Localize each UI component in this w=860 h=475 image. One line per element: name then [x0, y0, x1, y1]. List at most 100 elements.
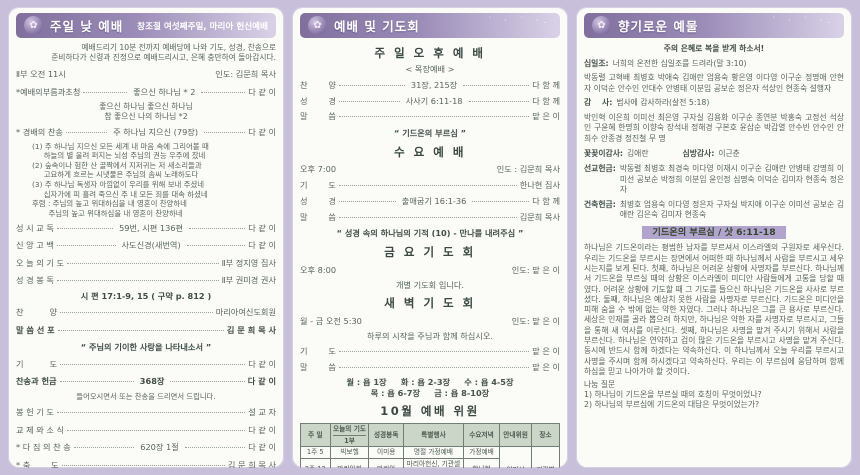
row-value: 김 문 희 목 사 [226, 324, 276, 335]
row-value: 다 같 이 [248, 222, 276, 233]
row-value: 다 같 이 [247, 376, 277, 387]
line: 예배드리기 10분 전까지 예배당에 나와 기도, 성경, 찬송으로 [81, 43, 276, 52]
liturgy-row: 성 경 봉 독 Ⅱ부 권미경 권사 [16, 275, 276, 286]
row-label: 신 앙 고 백 [16, 240, 54, 251]
time-leader-row: 오후 7:00 인도 : 김문희 목사 [300, 164, 560, 175]
column-header-top: 오늘의 기도 [332, 425, 367, 436]
column-header: 안내위원 [499, 423, 533, 448]
flower-icon: ✿ [592, 16, 611, 35]
place-cell: 기관별(맡은장소) [531, 446, 560, 468]
liturgy-row: 찬 양 마리아여신도회원 [16, 307, 276, 318]
center-text: 하루의 시작을 주님과 함께 하십시오. [366, 330, 493, 341]
center-text: 시 편 17:1-9, 15 ( 구약 p. 812 ) [80, 291, 212, 302]
table-cell: 한나현 [462, 458, 501, 468]
row-value: 인도: 맡 은 이 [511, 264, 560, 275]
row-value: 다 같 이 [248, 86, 277, 97]
line: 좋으신 하나님 좋으신 하나님 [99, 101, 193, 111]
panel-title: 향기로운 예물 [618, 19, 699, 34]
liturgy-row: 찬송과 헌금 368장 다 같 이 [16, 376, 276, 387]
offering-detail: 범사에 감사하라(살전 5:18) [616, 98, 710, 108]
row-label: 찬 양 [300, 79, 336, 90]
row-center: 출애굽기 16:1-36 [401, 196, 467, 206]
row-value: Ⅱ부 정지영 집사 [221, 257, 276, 268]
panel-header: ✿ 주일 낮 예배 창조절 여섯째주일, 마리아 헌신예배 [16, 13, 276, 38]
row-value: 다 같 이 [248, 240, 277, 251]
dotted-leader [338, 100, 400, 102]
row-label: 말 씀 선 포 [16, 324, 55, 335]
row-label: 봉 헌 기 도 [16, 407, 54, 418]
row-value: 다 함 께 [532, 95, 561, 106]
sermon-paragraph: 하나님은 기드온이라는 평범한 남자를 부르셔서 이스라엘의 구원자로 세우신다… [584, 243, 844, 376]
line: (2) 숲속이나 험한 산 골짝에서 지저귀는 저 새소리들과 [32, 160, 202, 170]
dotted-leader [189, 227, 246, 229]
table-header-row: 주 일 오늘의 기도 1부 성경봉독 특별행사 수요저녁 안내위원 장소 [300, 423, 560, 448]
row-value: 한나현 집사 [519, 180, 560, 191]
sharing-questions: 나눔 질문 1) 하나님이 기드온을 부르실 때의 호칭이 무엇이었나? 2) 하나… [584, 380, 844, 410]
section-title: 새 벽 기 도 회 [384, 296, 476, 311]
row-label: 기 도 [300, 180, 336, 191]
offering-category-label: 감 사: [584, 98, 613, 108]
dotted-leader [67, 429, 246, 431]
line: 고요하게 흐르는 시냇물은 주님의 솜씨 노래하도다 [32, 170, 199, 180]
table-cell: 마리아헌신, 기관셀모임 [402, 458, 464, 468]
row-label: * 다 짐 의 찬 송 [16, 442, 71, 453]
dotted-leader [170, 381, 245, 383]
offering-category-line: 건축헌금: 최병호 엄용숙 이다영 정은자 구자실 박지애 이구순 이미선 공보순… [584, 200, 844, 220]
row-center: 31장, 215장 [410, 79, 458, 90]
sermon-title-quote: “ 성경 속의 하나님의 기적 (10) - 만나를 내려주심 ” [336, 228, 524, 239]
instruction-note: 들어오시면서 또는 찬송을 드리면서 드립니다. [76, 392, 216, 402]
offering-category-label: 꽃꽂이감사: [584, 148, 623, 158]
dotted-leader [57, 329, 224, 331]
liturgy-row: * 축 도 김 문 희 목 사 [16, 460, 276, 468]
offering-category-label: 선교헌금: [584, 164, 616, 174]
row-label: 말 씀 [300, 362, 336, 373]
row-label: 말 씀 [300, 211, 336, 222]
section-title: 금 요 기 도 회 [384, 245, 476, 260]
row-value: 다 함 께 [532, 79, 560, 90]
liturgy-row: * 경배의 찬송 주 하나님 지으신 (79장) 다 같 이 [16, 127, 276, 138]
dotted-leader [338, 201, 396, 202]
table-cell: 1주 5 [300, 446, 331, 460]
sermon-title-quote: “ 기드온의 부르심 ” [393, 127, 467, 138]
offering-pair-item: 심방감사: 이근춘 [682, 148, 740, 158]
sermon-title-quote: “ 주님의 기이한 사랑을 나타내소서 ” [80, 341, 212, 352]
line: 준비하다가 신령과 진정으로 예배드리시고, 은혜 충만하여 돌아갑시다. [51, 53, 276, 62]
offering-category-label: 심방감사: [682, 148, 715, 158]
row-center: 59번, 시편 136편 [119, 222, 184, 233]
liturgy-row: * 다 짐 의 찬 송 620장 1절 다 같 이 [16, 442, 276, 453]
dotted-leader [60, 312, 213, 314]
table-row: 2주 12마리아회마리아마리아헌신, 기관셀모임한나현 [300, 458, 560, 468]
row-label: 성 경 봉 독 [16, 275, 54, 286]
dotted-leader [338, 185, 517, 187]
hymn-refrain-lines: 좋으신 하나님 좋으신 하나님 참 좋으신 나의 하나님 *2 [16, 102, 276, 122]
panel-header: ✿ 향기로운 예물 [584, 13, 844, 38]
usher-cell: 이미선정영애최현익 [499, 446, 533, 468]
dotted-leader [56, 227, 114, 229]
panel-services-and-prayer: ✿ 예배 및 기도회 주 일 오 후 예 배 < 목장예배 > 찬 양 31장, 21… [292, 7, 568, 468]
row-label: 기 도 [16, 358, 58, 369]
flower-icon: ✿ [24, 16, 43, 35]
line: 기관별 [534, 466, 557, 468]
liturgy-row: 기 도 한나현 집사 [300, 180, 560, 191]
row-value: 다 같 이 [248, 358, 276, 369]
panel-offerings: ✿ 향기로운 예물 주의 은혜로 복을 받게 하소서! 십일조:너희의 온전한 십… [576, 7, 852, 468]
row-label: * 경배의 찬송 [16, 126, 63, 137]
time-leader-row: Ⅱ부 오전 11시 인도: 김문희 목사 [16, 69, 276, 80]
liturgy-row: *예배의부름과초청 좋으신 하나님 * 2 다 같 이 [16, 87, 276, 98]
dotted-leader [73, 447, 135, 449]
center-text: < 목장예배 > [405, 64, 455, 75]
offering-detail: 최병호 엄용숙 이다영 정은자 구자실 박지애 이구순 이미선 공보순 김애란 … [619, 199, 844, 219]
dotted-leader [65, 131, 108, 133]
dotted-leader [338, 116, 530, 118]
dotted-leader [61, 464, 225, 466]
panel-subtitle: 창조절 여섯째주일, 마리아 헌신예배 [137, 21, 268, 32]
offering-category-line: 십일조: 너희의 온전한 십일조를 드려라(말 3:10) [584, 59, 844, 69]
liturgy-row: 오 늘 의 기 도 Ⅱ부 정지영 집사 [16, 258, 276, 269]
panel-title: 예배 및 기도회 [334, 19, 420, 34]
line: (1) 주 하나님 지으신 모든 세계 내 마음 속에 그리어볼 때 [32, 141, 209, 151]
